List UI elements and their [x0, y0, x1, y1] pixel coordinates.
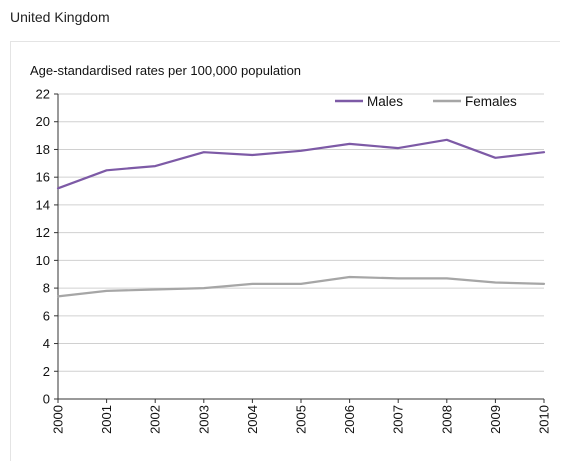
axes [57, 94, 544, 400]
y-tick-label: 4 [43, 336, 50, 351]
x-tick-label: 2009 [488, 405, 503, 434]
chart-subtitle: United Kingdom [10, 9, 110, 25]
y-tick-label: 6 [43, 308, 50, 323]
legend-label-females: Females [465, 94, 517, 109]
y-tick-label: 20 [36, 114, 50, 129]
x-tick-label: 2000 [51, 405, 66, 434]
x-tick-label: 2003 [196, 405, 211, 434]
series-line-females [56, 275, 546, 298]
legend: Males Females [335, 94, 517, 109]
x-tick-label: 2005 [294, 405, 309, 434]
x-axis-ticks: 2000 2001 2002 2003 2004 2005 2006 2007 2008 2009… [51, 399, 552, 434]
y-tick-label: 0 [43, 392, 50, 407]
x-tick-label: 2010 [537, 405, 552, 434]
y-tick-label: 18 [36, 142, 50, 157]
gridlines [58, 93, 544, 372]
x-tick-label: 2007 [391, 405, 406, 434]
x-tick-label: 2004 [245, 405, 260, 434]
y-axis-ticks: 0 2 4 6 8 10 12 14 16 18 20 22 [36, 87, 58, 407]
x-tick-label: 2002 [148, 405, 163, 434]
x-tick-label: 2008 [439, 405, 454, 434]
y-tick-label: 12 [36, 225, 50, 240]
data-series [56, 138, 546, 298]
y-tick-label: 14 [36, 197, 50, 212]
x-tick-label: 2001 [99, 405, 114, 434]
y-tick-label: 8 [43, 281, 50, 296]
y-tick-label: 16 [36, 170, 50, 185]
y-axis-title: Age-standardised rates per 100,000 popul… [30, 63, 301, 78]
legend-label-males: Males [367, 94, 403, 109]
x-tick-label: 2006 [342, 405, 357, 434]
y-tick-label: 22 [36, 87, 50, 102]
y-tick-label: 2 [43, 364, 50, 379]
chart-panel: Age-standardised rates per 100,000 popul… [10, 41, 560, 461]
line-chart: Age-standardised rates per 100,000 popul… [30, 63, 552, 434]
y-tick-label: 10 [36, 253, 50, 268]
series-line-males [56, 138, 546, 190]
